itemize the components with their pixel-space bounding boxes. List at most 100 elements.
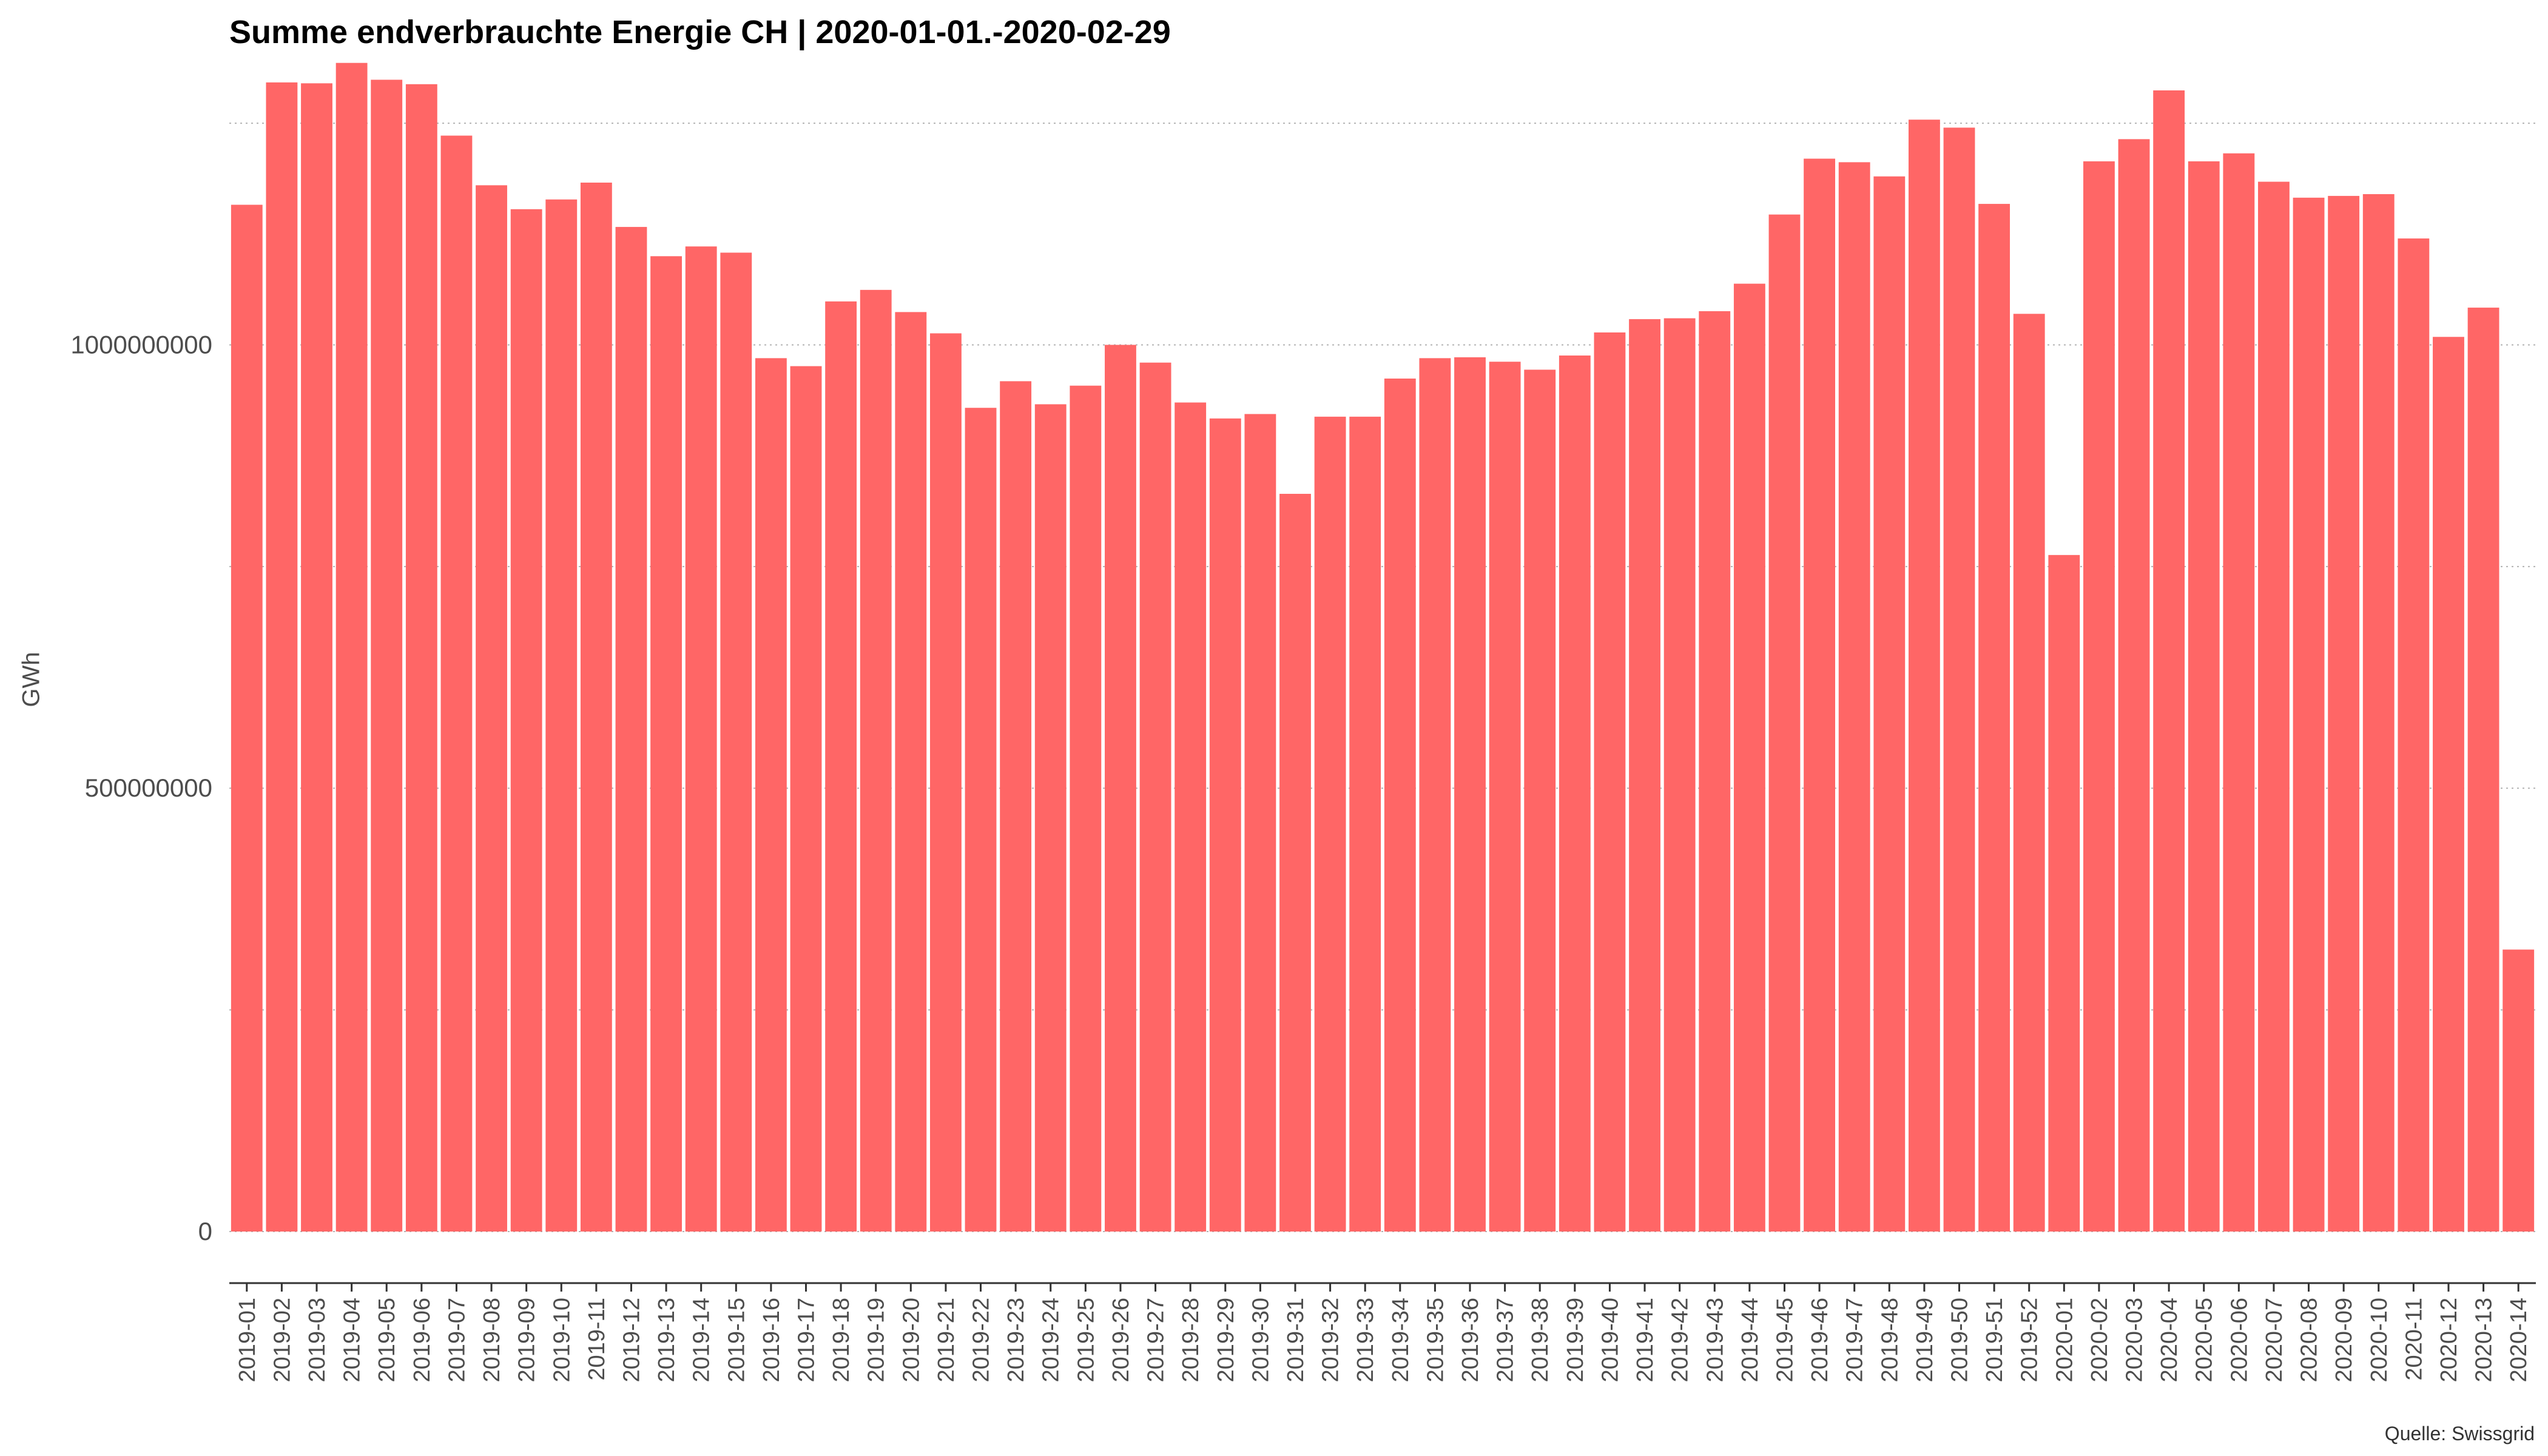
x-tick-label: 2020-11 — [2401, 1298, 2427, 1381]
x-tick-label: 2019-18 — [829, 1298, 854, 1382]
x-tick-label: 2020-08 — [2297, 1298, 2322, 1382]
axes: 0 500000000 1000000000 2019-01 2019-02 2019-0… — [70, 330, 2536, 1382]
x-tick-label: 2019-11 — [584, 1298, 610, 1381]
bar — [2083, 161, 2115, 1232]
bar — [2467, 308, 2499, 1232]
x-tick-label: 2019-17 — [794, 1298, 820, 1382]
x-tick-label: 2019-37 — [1493, 1298, 1518, 1382]
bar — [1244, 414, 1276, 1232]
x-tick-label: 2019-01 — [235, 1298, 260, 1382]
x-tick-label: 2020-09 — [2331, 1298, 2357, 1382]
bar — [2362, 194, 2395, 1232]
x-tick-label: 2019-47 — [1842, 1298, 1868, 1382]
bar — [2013, 314, 2045, 1232]
bar — [2153, 90, 2185, 1232]
bar — [335, 62, 368, 1232]
x-tick-label: 2020-07 — [2262, 1298, 2287, 1382]
x-tick-label: 2019-51 — [1982, 1298, 2007, 1382]
x-tick-label: 2020-04 — [2157, 1298, 2182, 1382]
x-tick-label: 2019-31 — [1283, 1298, 1309, 1382]
bar — [545, 199, 578, 1232]
bar — [301, 83, 332, 1232]
x-tick-label: 2019-52 — [2017, 1298, 2043, 1382]
x-tick-label: 2019-41 — [1633, 1298, 1658, 1382]
bar — [1209, 418, 1241, 1232]
x-tick-label: 2020-03 — [2122, 1298, 2148, 1382]
bar — [2502, 949, 2535, 1232]
x-tick-label: 2019-16 — [759, 1298, 784, 1382]
bar — [1873, 176, 1906, 1232]
bar — [510, 209, 542, 1232]
x-tick-label: 2020-14 — [2506, 1298, 2532, 1382]
bar — [755, 358, 787, 1232]
x-tick-label: 2019-12 — [619, 1298, 644, 1382]
x-tick-label: 2020-05 — [2192, 1298, 2217, 1382]
bar — [1943, 127, 1975, 1232]
bar — [1699, 311, 1731, 1232]
bar — [1629, 319, 1660, 1232]
bar — [1838, 162, 1870, 1232]
x-tick-label: 2019-45 — [1772, 1298, 1798, 1382]
x-tick-label: 2019-26 — [1108, 1298, 1134, 1382]
x-tick-label: 2019-42 — [1668, 1298, 1693, 1382]
bar — [1105, 345, 1136, 1232]
x-tick-label: 2019-36 — [1458, 1298, 1483, 1382]
x-tick-label: 2019-10 — [549, 1298, 575, 1382]
x-tick-label: 2019-02 — [269, 1298, 295, 1382]
x-tick-label: 2019-29 — [1213, 1298, 1239, 1382]
bar — [1000, 381, 1032, 1232]
bar — [1489, 362, 1521, 1232]
source-caption: Quelle: Swissgrid — [2384, 1423, 2535, 1444]
x-tick-label: 2019-04 — [340, 1298, 365, 1382]
bar — [1419, 358, 1451, 1232]
bar — [405, 84, 437, 1232]
x-tick-label: 2019-22 — [969, 1298, 994, 1382]
x-tick-label: 2019-50 — [1947, 1298, 1973, 1382]
x-tick-label: 2019-19 — [864, 1298, 889, 1382]
x-tick-label: 2019-20 — [898, 1298, 924, 1382]
bar — [650, 256, 682, 1232]
bar — [266, 82, 298, 1232]
x-tick-label: 2019-46 — [1807, 1298, 1833, 1382]
x-tick-label: 2020-13 — [2472, 1298, 2497, 1382]
x-tick-label: 2019-48 — [1877, 1298, 1903, 1382]
bar — [1663, 318, 1696, 1232]
x-tick-label: 2019-13 — [654, 1298, 679, 1382]
bar — [1908, 120, 1940, 1232]
x-tick-label: 2019-27 — [1144, 1298, 1169, 1382]
bar — [1139, 362, 1171, 1232]
x-tick-label: 2019-24 — [1039, 1298, 1064, 1382]
bar — [231, 204, 263, 1232]
bar — [1175, 402, 1207, 1232]
y-tick-label: 1000000000 — [70, 330, 212, 359]
bar — [1524, 369, 1556, 1232]
x-tick-label: 2019-43 — [1702, 1298, 1728, 1382]
bar — [580, 183, 612, 1232]
x-tick-label: 2019-35 — [1423, 1298, 1448, 1382]
x-tick-label: 2019-39 — [1563, 1298, 1588, 1382]
bar — [790, 366, 822, 1232]
bar — [685, 246, 717, 1232]
bar — [615, 227, 647, 1232]
bar — [1978, 204, 2010, 1232]
x-tick-label: 2019-03 — [305, 1298, 330, 1382]
bar — [720, 252, 752, 1232]
x-tick-label: 2020-02 — [2087, 1298, 2112, 1382]
x-tick-label: 2020-10 — [2367, 1298, 2392, 1382]
bar — [930, 333, 962, 1232]
x-tick-label: 2020-01 — [2052, 1298, 2077, 1382]
bar — [2328, 195, 2360, 1232]
bar — [1804, 158, 1835, 1232]
y-tick-label: 500000000 — [85, 774, 212, 802]
bar — [1034, 404, 1067, 1232]
x-tick-label: 2019-08 — [479, 1298, 505, 1382]
x-tick-label: 2019-33 — [1353, 1298, 1378, 1382]
bar — [2433, 337, 2464, 1232]
bar — [1768, 214, 1801, 1232]
x-tick-label: 2019-38 — [1528, 1298, 1553, 1382]
x-tick-label: 2019-21 — [934, 1298, 959, 1382]
x-tick-label: 2019-15 — [724, 1298, 749, 1382]
bar — [1314, 416, 1346, 1232]
bar — [1454, 357, 1486, 1232]
